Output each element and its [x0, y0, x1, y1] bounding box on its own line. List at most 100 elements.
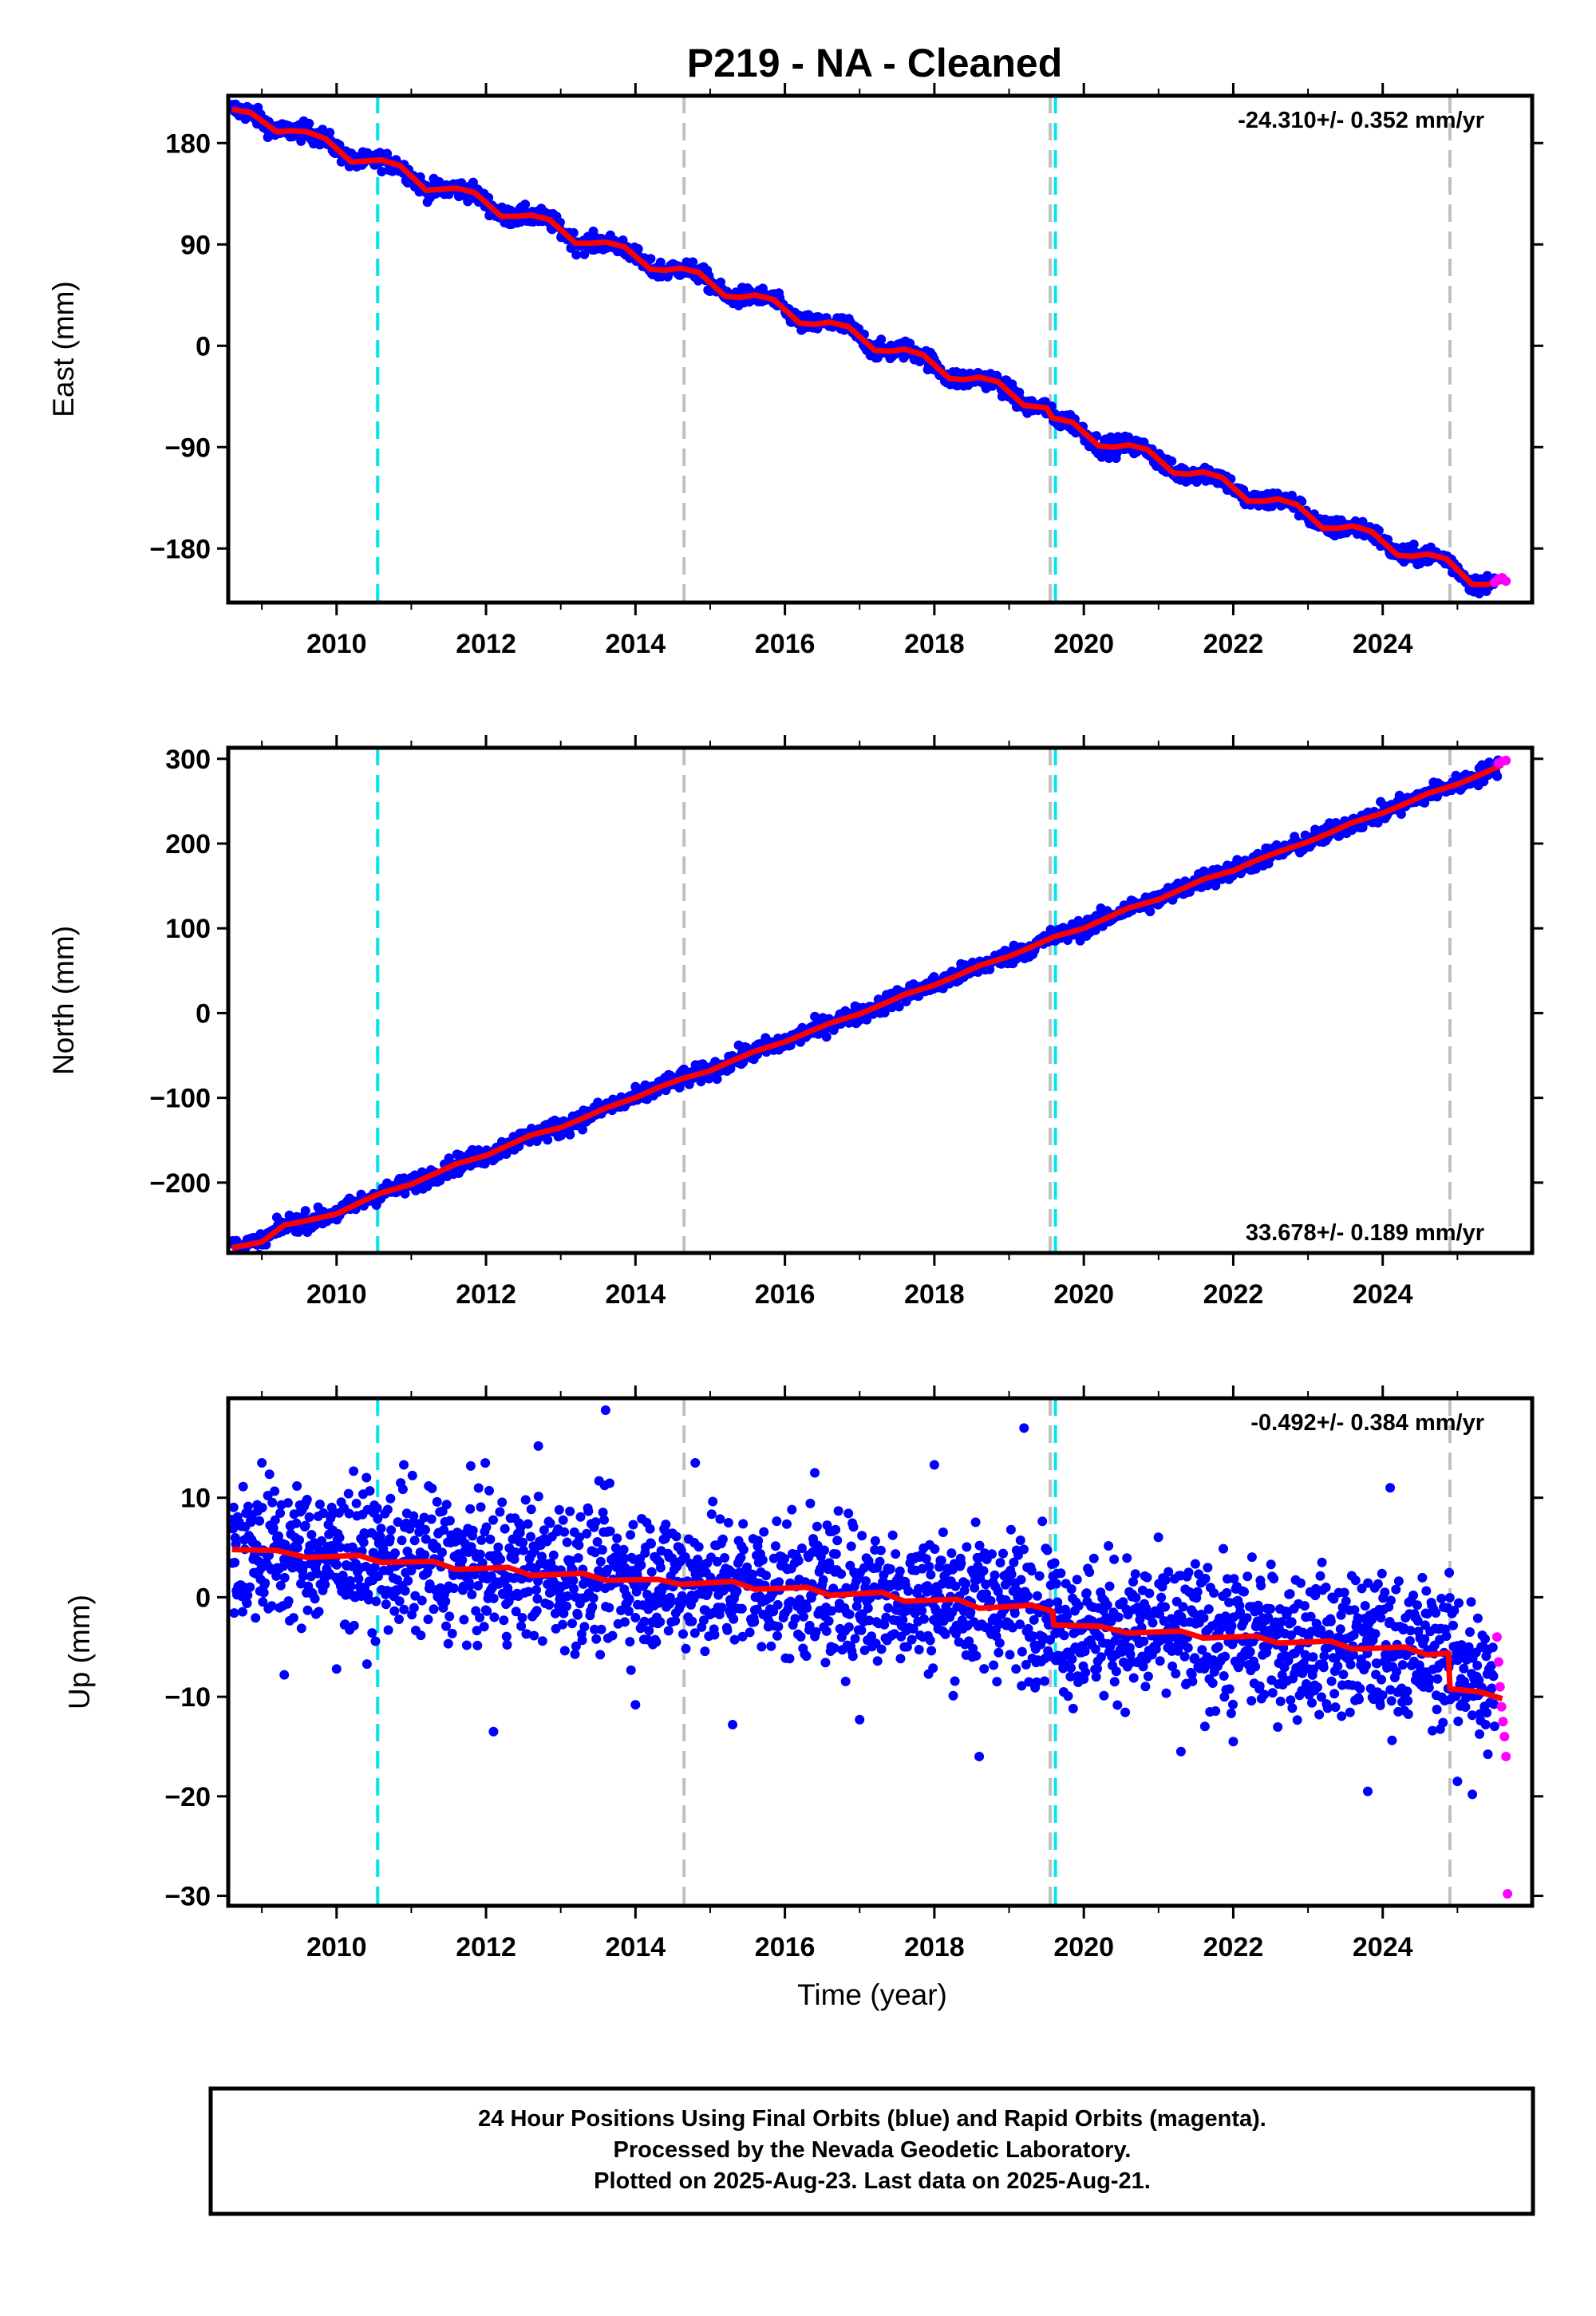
- final-orbit-point: [1090, 1644, 1100, 1654]
- final-orbit-point: [624, 1594, 634, 1604]
- final-orbit-point: [394, 1614, 404, 1624]
- final-orbit-point: [598, 1508, 608, 1518]
- final-orbit-point: [526, 1531, 535, 1542]
- final-orbit-point: [325, 128, 335, 138]
- final-orbit-point: [443, 1638, 453, 1649]
- final-orbit-point: [389, 1606, 400, 1616]
- final-orbit-point: [292, 1481, 302, 1491]
- final-orbit-point: [802, 1603, 812, 1613]
- final-orbit-point: [533, 1492, 543, 1502]
- final-orbit-point: [895, 1566, 905, 1576]
- final-orbit-point: [994, 1638, 1005, 1648]
- final-orbit-point: [1088, 1553, 1099, 1563]
- final-orbit-point: [314, 1500, 325, 1509]
- final-orbit-point: [476, 1535, 487, 1545]
- final-orbit-point: [529, 1630, 539, 1641]
- final-orbit-point: [663, 1626, 674, 1636]
- final-orbit-point: [567, 1618, 577, 1629]
- final-orbit-point: [681, 1643, 691, 1654]
- y-tick-label: 0: [196, 998, 211, 1029]
- final-orbit-point: [646, 1539, 656, 1549]
- final-orbit-point: [1316, 1625, 1326, 1635]
- final-orbit-point: [594, 1566, 603, 1576]
- final-orbit-point: [720, 1553, 729, 1563]
- x-tick-label: 2010: [306, 1279, 367, 1310]
- final-orbit-point: [1091, 1672, 1101, 1682]
- final-orbit-point: [990, 1570, 1000, 1580]
- final-orbit-point: [1242, 1571, 1253, 1582]
- final-orbit-point: [930, 1544, 940, 1554]
- final-orbit-point: [595, 1650, 606, 1660]
- final-orbit-point: [386, 1525, 397, 1535]
- final-orbit-point: [1131, 1592, 1141, 1603]
- final-orbit-point: [628, 1520, 638, 1530]
- final-orbit-point: [1339, 1587, 1349, 1598]
- final-orbit-point: [1263, 1612, 1274, 1622]
- final-orbit-point: [898, 1614, 908, 1625]
- final-orbit-point: [596, 1624, 606, 1634]
- velocity-rate-label: -24.310+/- 0.352 mm/yr: [1238, 108, 1484, 133]
- final-orbit-point: [986, 1595, 996, 1606]
- final-orbit-point: [1183, 1642, 1193, 1653]
- final-orbit-point: [1024, 1677, 1034, 1687]
- final-orbit-point: [561, 1579, 571, 1590]
- final-orbit-point: [784, 1654, 795, 1664]
- final-orbit-point: [501, 1631, 512, 1642]
- final-orbit-point: [282, 1498, 293, 1508]
- final-orbit-point: [1122, 1553, 1132, 1563]
- final-orbit-point: [885, 1564, 895, 1574]
- final-orbit-point: [962, 1542, 972, 1552]
- final-orbit-point: [1016, 1575, 1026, 1585]
- final-orbit-point: [1063, 1691, 1073, 1701]
- final-orbit-point: [1042, 1545, 1053, 1555]
- final-orbit-point: [258, 1597, 268, 1607]
- final-orbit-point: [712, 1074, 722, 1085]
- final-orbit-point: [526, 1504, 536, 1515]
- final-orbit-point: [421, 1534, 431, 1544]
- model-fit-line: [231, 762, 1503, 1251]
- final-orbit-point: [520, 1495, 531, 1505]
- final-orbit-point: [633, 243, 643, 254]
- final-orbit-point: [1326, 1676, 1337, 1686]
- final-orbit-point: [1109, 1677, 1120, 1687]
- final-orbit-point: [1128, 1577, 1138, 1587]
- final-orbit-point: [1287, 1703, 1298, 1713]
- final-orbit-point: [772, 1516, 782, 1527]
- final-orbit-point: [349, 1620, 359, 1630]
- final-orbit-point: [385, 1493, 396, 1504]
- final-orbit-point: [1314, 1709, 1325, 1720]
- final-orbit-point: [1066, 1584, 1077, 1595]
- final-orbit-point: [1286, 490, 1297, 500]
- final-orbit-point: [1022, 1591, 1033, 1601]
- final-orbit-point: [1219, 1671, 1229, 1681]
- final-orbit-point: [251, 1613, 261, 1623]
- final-orbit-point: [296, 1623, 306, 1634]
- final-orbit-point: [1239, 1587, 1249, 1597]
- final-orbit-point: [623, 1606, 634, 1616]
- final-orbit-point: [473, 1581, 483, 1591]
- final-orbit-point: [464, 1581, 475, 1591]
- final-orbit-point: [1315, 1571, 1325, 1581]
- final-orbit-point: [625, 1637, 635, 1647]
- final-orbit-point: [1026, 1566, 1037, 1576]
- final-orbit-point: [562, 1601, 571, 1611]
- final-orbit-point: [1128, 1673, 1139, 1683]
- final-orbit-point: [1224, 1684, 1235, 1694]
- final-orbit-point: [831, 1524, 841, 1535]
- final-orbit-point: [444, 1516, 455, 1526]
- final-orbit-point: [559, 1646, 570, 1656]
- final-orbit-point: [605, 1478, 614, 1488]
- final-orbit-point: [444, 1611, 455, 1622]
- final-orbit-point: [427, 1484, 437, 1493]
- final-orbit-point: [1266, 1603, 1275, 1614]
- final-orbit-point: [441, 1500, 452, 1510]
- final-orbit-point: [382, 1504, 393, 1515]
- final-orbit-point: [626, 1530, 635, 1540]
- final-orbit-point: [1349, 1630, 1359, 1640]
- final-orbit-point: [1171, 1669, 1181, 1679]
- final-orbit-point: [558, 1619, 567, 1630]
- final-orbit-point: [840, 1676, 851, 1686]
- final-orbit-point: [421, 1524, 430, 1535]
- final-orbit-point: [1267, 1688, 1278, 1698]
- final-orbit-point: [950, 1676, 960, 1686]
